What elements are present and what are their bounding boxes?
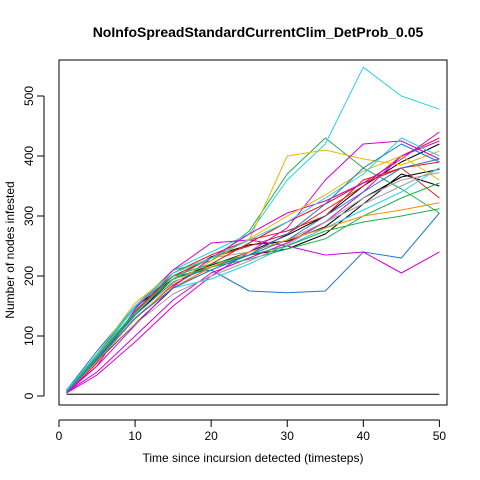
plot-frame [58,59,448,406]
series-line-24 [66,137,440,391]
x-tick-label: 40 [357,429,371,443]
series-line-15 [66,140,440,393]
series-line-11 [66,149,440,392]
chart-title: NoInfoSpreadStandardCurrentClim_DetProb_… [93,24,424,40]
series-line-25 [66,143,440,393]
series-line-13 [66,161,440,393]
series-line-9 [66,66,440,391]
x-tick-label: 30 [281,429,295,443]
series-line-5 [66,167,440,394]
series-line-21 [66,172,440,392]
series-line-8 [66,212,440,391]
y-tick-label: 100 [22,326,36,346]
x-tick-label: 20 [204,429,218,443]
x-tick-label: 50 [433,429,447,443]
series-line-6 [66,137,440,393]
y-tick-label: 500 [22,86,36,106]
series-line-12 [66,167,440,391]
x-tick-label: 0 [56,429,63,443]
series-line-10 [66,239,440,393]
x-tick-label: 10 [128,429,142,443]
y-axis-label: Number of nodes infested [3,181,17,318]
y-axis: 0 100 200 300 400 500 [22,86,45,399]
y-tick-label: 300 [22,206,36,226]
y-tick-label: 400 [22,146,36,166]
x-axis: 0 10 20 30 40 50 [56,419,447,443]
series-line-2 [66,143,440,392]
series-line-19 [66,182,440,391]
series-line-14 [66,131,440,394]
series-line-18 [66,158,440,392]
series-line-20 [66,155,440,393]
y-tick-label: 0 [22,392,36,399]
y-tick-label: 200 [22,266,36,286]
series-layer [66,66,440,395]
series-line-3 [66,168,440,393]
series-line-17 [66,167,440,393]
x-axis-label: Time since incursion detected (timesteps… [143,451,364,465]
